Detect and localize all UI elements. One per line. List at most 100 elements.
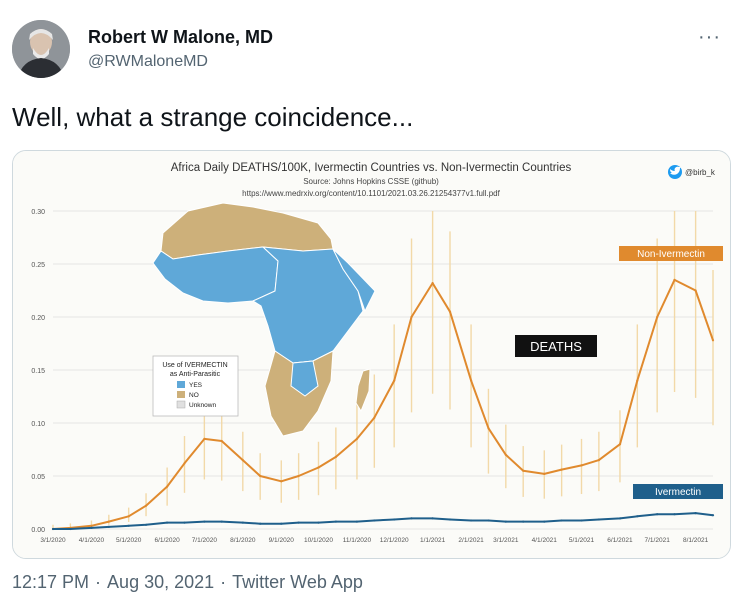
chart-attribution: @birb_k xyxy=(685,168,716,177)
data-point xyxy=(51,527,55,531)
data-point xyxy=(560,519,563,522)
data-point xyxy=(470,379,473,382)
data-point xyxy=(711,514,715,517)
data-point xyxy=(504,520,507,523)
tweet-text: Well, what a strange coincidence... xyxy=(12,102,414,132)
data-point xyxy=(183,521,186,524)
tweet-date[interactable]: Aug 30, 2021 xyxy=(107,572,215,592)
data-point xyxy=(673,513,676,516)
series-line-ivermectin xyxy=(53,512,714,530)
y-tick-label: 0.15 xyxy=(31,368,45,375)
x-tick-label: 11/1/2020 xyxy=(343,537,372,544)
data-point xyxy=(280,480,283,483)
data-point xyxy=(373,416,376,419)
data-point xyxy=(107,525,110,528)
data-point xyxy=(580,519,583,522)
y-tick-label: 0.05 xyxy=(31,474,45,481)
twitter-bird-icon xyxy=(668,165,682,179)
data-point xyxy=(393,379,396,382)
data-point xyxy=(166,521,169,524)
x-tick-label: 5/1/2021 xyxy=(569,537,595,544)
data-point xyxy=(580,464,583,467)
data-point xyxy=(431,282,434,285)
timestamp-separator: · xyxy=(95,572,102,592)
x-tick-label: 6/1/2021 xyxy=(607,537,633,544)
chart-ticks: 0.00 0.05 0.10 0.15 0.20 0.25 0.30 3/1/2020 4/1/… xyxy=(31,209,708,544)
data-point xyxy=(448,310,452,313)
series-label-bg-ivermectin xyxy=(633,484,723,499)
tweet-source[interactable]: Twitter Web App xyxy=(232,572,363,592)
data-point xyxy=(220,439,223,443)
chart-lines xyxy=(51,278,715,531)
data-point xyxy=(144,523,148,526)
more-options-icon[interactable]: ··· xyxy=(698,26,721,48)
x-tick-label: 8/1/2020 xyxy=(230,537,256,544)
series-line-non-ivermectin xyxy=(52,278,714,530)
x-tick-label: 10/1/2020 xyxy=(304,537,333,544)
series-label-bg-non-ivermectin xyxy=(619,246,723,261)
data-point xyxy=(656,315,659,319)
data-point xyxy=(90,526,93,529)
y-tick-label: 0.00 xyxy=(31,527,45,534)
data-point xyxy=(543,472,546,475)
annotation-box xyxy=(515,335,597,357)
data-point xyxy=(636,379,639,382)
x-tick-label: 3/1/2021 xyxy=(493,537,519,544)
x-tick-label: 7/1/2021 xyxy=(645,537,671,544)
x-tick-label: 4/1/2021 xyxy=(532,537,558,544)
data-point xyxy=(220,520,223,523)
x-tick-label: 6/1/2020 xyxy=(154,537,180,544)
tweet-time[interactable]: 12:17 PM xyxy=(12,572,90,592)
chart-title: Africa Daily DEATHS/100K, Ivermectin Cou… xyxy=(171,162,572,174)
data-point xyxy=(504,453,507,456)
data-point xyxy=(203,437,206,440)
y-tick-label: 0.25 xyxy=(31,262,45,269)
data-point xyxy=(166,485,169,488)
data-point xyxy=(334,455,337,458)
data-point xyxy=(470,519,473,522)
avatar-image xyxy=(12,20,70,78)
legend-swatch-unknown xyxy=(176,400,186,409)
data-point xyxy=(410,315,413,319)
author-handle[interactable]: @RWMaloneMD xyxy=(88,53,208,70)
avatar[interactable] xyxy=(12,20,70,78)
data-point xyxy=(297,474,300,478)
chart-subtitle: Source: Johns Hopkins CSSE (github) xyxy=(303,177,439,186)
data-point xyxy=(656,513,659,516)
data-point xyxy=(334,520,337,523)
data-point xyxy=(317,521,320,524)
y-tick-label: 0.20 xyxy=(31,315,45,322)
data-point xyxy=(560,468,563,471)
data-point xyxy=(543,520,546,523)
chart-spikes xyxy=(52,211,714,529)
chart-background xyxy=(13,151,730,558)
author-name[interactable]: Robert W Malone, MD xyxy=(88,27,273,47)
data-point xyxy=(431,517,434,520)
map-madagascar xyxy=(355,368,371,413)
x-tick-label: 2/1/2021 xyxy=(458,537,484,544)
data-point xyxy=(522,520,525,523)
data-point xyxy=(355,520,358,523)
africa-map xyxy=(152,202,376,437)
data-point xyxy=(597,459,601,462)
series-label-non-ivermectin: Non-Ivermectin xyxy=(637,249,705,260)
annotation-deaths: DEATHS xyxy=(530,339,582,354)
data-point xyxy=(618,443,622,446)
data-point xyxy=(183,462,186,465)
data-point xyxy=(393,518,396,521)
data-point xyxy=(127,515,130,518)
data-point xyxy=(203,520,206,523)
x-tick-label: 4/1/2020 xyxy=(79,537,105,544)
data-point xyxy=(410,517,413,520)
data-point xyxy=(90,524,93,527)
data-point xyxy=(487,519,490,522)
x-tick-label: 12/1/2020 xyxy=(380,537,409,544)
y-tick-label: 0.30 xyxy=(31,209,45,216)
map-legend: Use of IVERMECTIN as Anti-Parasitic YES … xyxy=(152,355,239,417)
chart: Africa Daily DEATHS/100K, Ivermectin Cou… xyxy=(13,151,730,558)
data-point xyxy=(107,520,110,523)
x-tick-label: 9/1/2020 xyxy=(269,537,295,544)
tweet-image[interactable]: Africa Daily DEATHS/100K, Ivermectin Cou… xyxy=(12,150,731,559)
legend-no: NO xyxy=(189,392,199,399)
data-point xyxy=(241,521,244,524)
